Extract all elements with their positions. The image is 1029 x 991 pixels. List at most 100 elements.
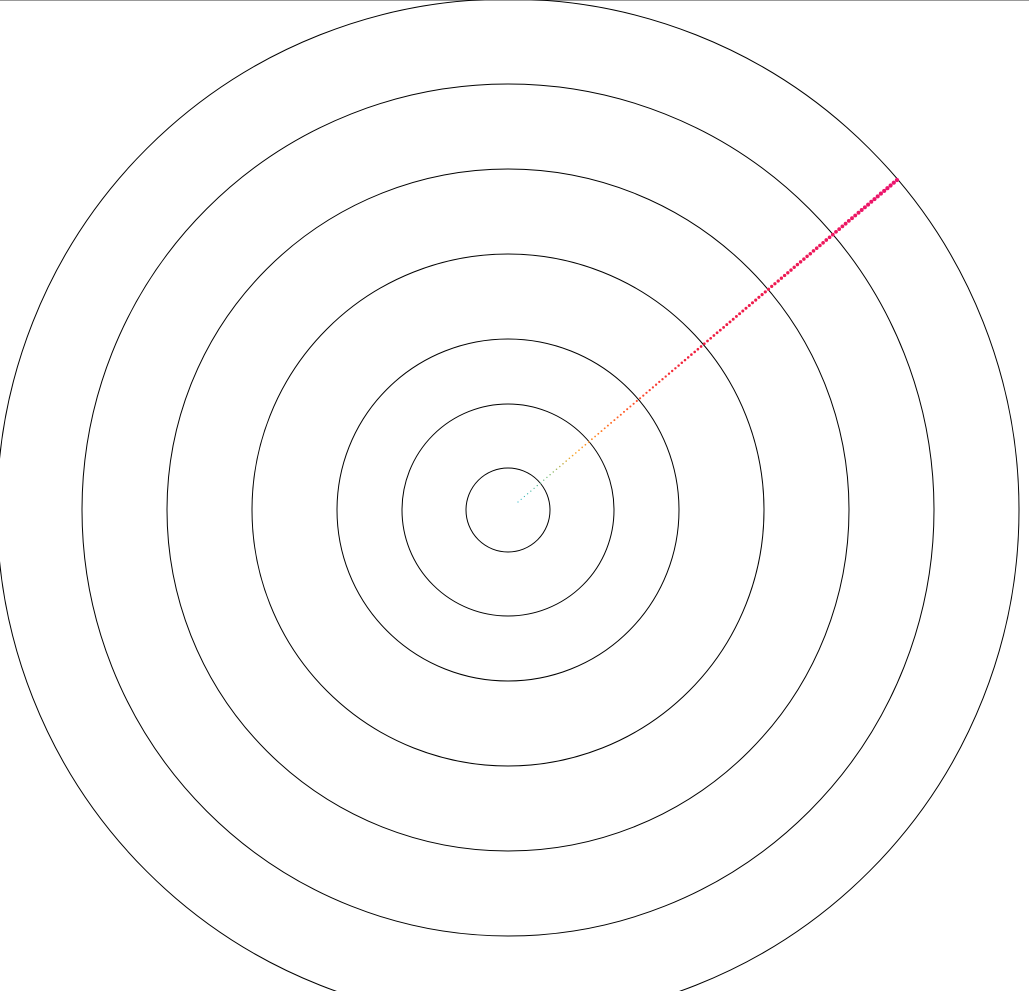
trail-dot — [616, 416, 619, 419]
trail-dot — [693, 350, 696, 354]
trail-dot — [850, 216, 854, 221]
trail-dot — [603, 427, 606, 430]
trail-dot — [747, 303, 751, 308]
trail-dot — [690, 353, 693, 356]
trail-dot — [834, 229, 838, 234]
trail-dot — [613, 419, 616, 422]
trail-dot — [536, 484, 538, 487]
trail-dot — [818, 243, 822, 248]
trail-dot — [750, 301, 755, 305]
trail-dot — [754, 298, 758, 302]
trail-dot — [543, 479, 545, 481]
trail-dot — [533, 487, 535, 490]
trail-dot — [824, 238, 829, 242]
trail-dot — [667, 372, 671, 375]
ring — [251, 253, 765, 767]
trail-dot — [639, 397, 642, 400]
trail-dot — [584, 443, 587, 446]
trail-dot — [837, 227, 842, 231]
dotted-trail — [517, 177, 900, 503]
trail-dot — [891, 180, 896, 185]
trail-dot — [526, 493, 529, 495]
trail-dot — [571, 454, 574, 457]
trail-dot — [555, 468, 558, 471]
trail-dot — [770, 284, 774, 288]
trail-dot — [587, 441, 590, 443]
trail-dot — [568, 457, 571, 460]
trail-dot — [712, 334, 716, 337]
ring — [81, 83, 935, 937]
trail-dot — [715, 331, 719, 335]
trail-dot — [734, 314, 738, 318]
trail-dot — [853, 213, 858, 218]
trail-dot — [670, 369, 674, 373]
trail-dot — [814, 246, 819, 250]
trail-dot — [744, 306, 748, 310]
trail-dot — [757, 295, 761, 299]
trail-dot — [591, 438, 593, 441]
trail-dot — [696, 347, 700, 351]
trail-dot — [559, 465, 561, 468]
trail-dot — [664, 375, 667, 378]
trail-dot — [523, 495, 526, 498]
trail-dot — [840, 224, 845, 229]
trail-dot — [581, 446, 584, 449]
trail-dot — [866, 202, 871, 207]
trail-dot — [539, 482, 542, 484]
trail-dot — [827, 235, 832, 240]
trail-dot — [530, 490, 532, 492]
trail-dot — [619, 413, 622, 416]
trail-dot — [578, 449, 580, 452]
trail-dot — [565, 460, 567, 462]
trail-dot — [760, 293, 764, 297]
trail-dot — [872, 197, 877, 202]
trail-dot — [738, 312, 742, 316]
trail-dot — [718, 328, 722, 332]
trail-dot — [709, 336, 713, 340]
trail-dot — [597, 432, 600, 435]
trail-dot — [786, 271, 790, 275]
trail-dot — [606, 424, 609, 427]
trail-dot — [798, 260, 803, 264]
trail-dot — [629, 405, 632, 408]
trail-dot — [821, 240, 825, 245]
trail-dot — [600, 430, 603, 433]
trail-dot — [677, 364, 680, 367]
trail-dot — [792, 265, 796, 269]
trail-dot — [632, 402, 635, 405]
trail-dot — [728, 320, 732, 324]
trail-dot — [658, 380, 661, 384]
trail-dot — [654, 383, 658, 386]
trail-dot — [661, 378, 664, 381]
trail-dot — [830, 232, 835, 237]
trail-dot — [725, 323, 729, 327]
ring — [336, 338, 680, 682]
trail-dot — [808, 251, 813, 256]
trail-dot — [686, 356, 690, 359]
trail-dot — [776, 279, 780, 283]
trail-dot — [562, 463, 564, 465]
trail-dot — [888, 183, 893, 188]
trail-dot — [622, 410, 626, 413]
trail-dot — [549, 473, 551, 476]
trail-dot — [574, 452, 577, 454]
trail-dot — [674, 367, 677, 370]
trail-dot — [699, 345, 703, 348]
trail-dot — [680, 361, 684, 365]
trail-dot — [702, 342, 706, 346]
trail-dot — [741, 309, 745, 313]
trail-dot — [843, 221, 848, 226]
trail-dot — [722, 325, 726, 329]
trail-dot — [517, 501, 519, 503]
trail-dot — [552, 471, 555, 473]
trail-dot — [882, 188, 887, 193]
trail-dot — [869, 199, 874, 204]
trail-dot — [875, 194, 880, 199]
trail-dot — [802, 257, 806, 261]
trail-dot — [811, 249, 816, 253]
trail-dot — [642, 394, 645, 397]
